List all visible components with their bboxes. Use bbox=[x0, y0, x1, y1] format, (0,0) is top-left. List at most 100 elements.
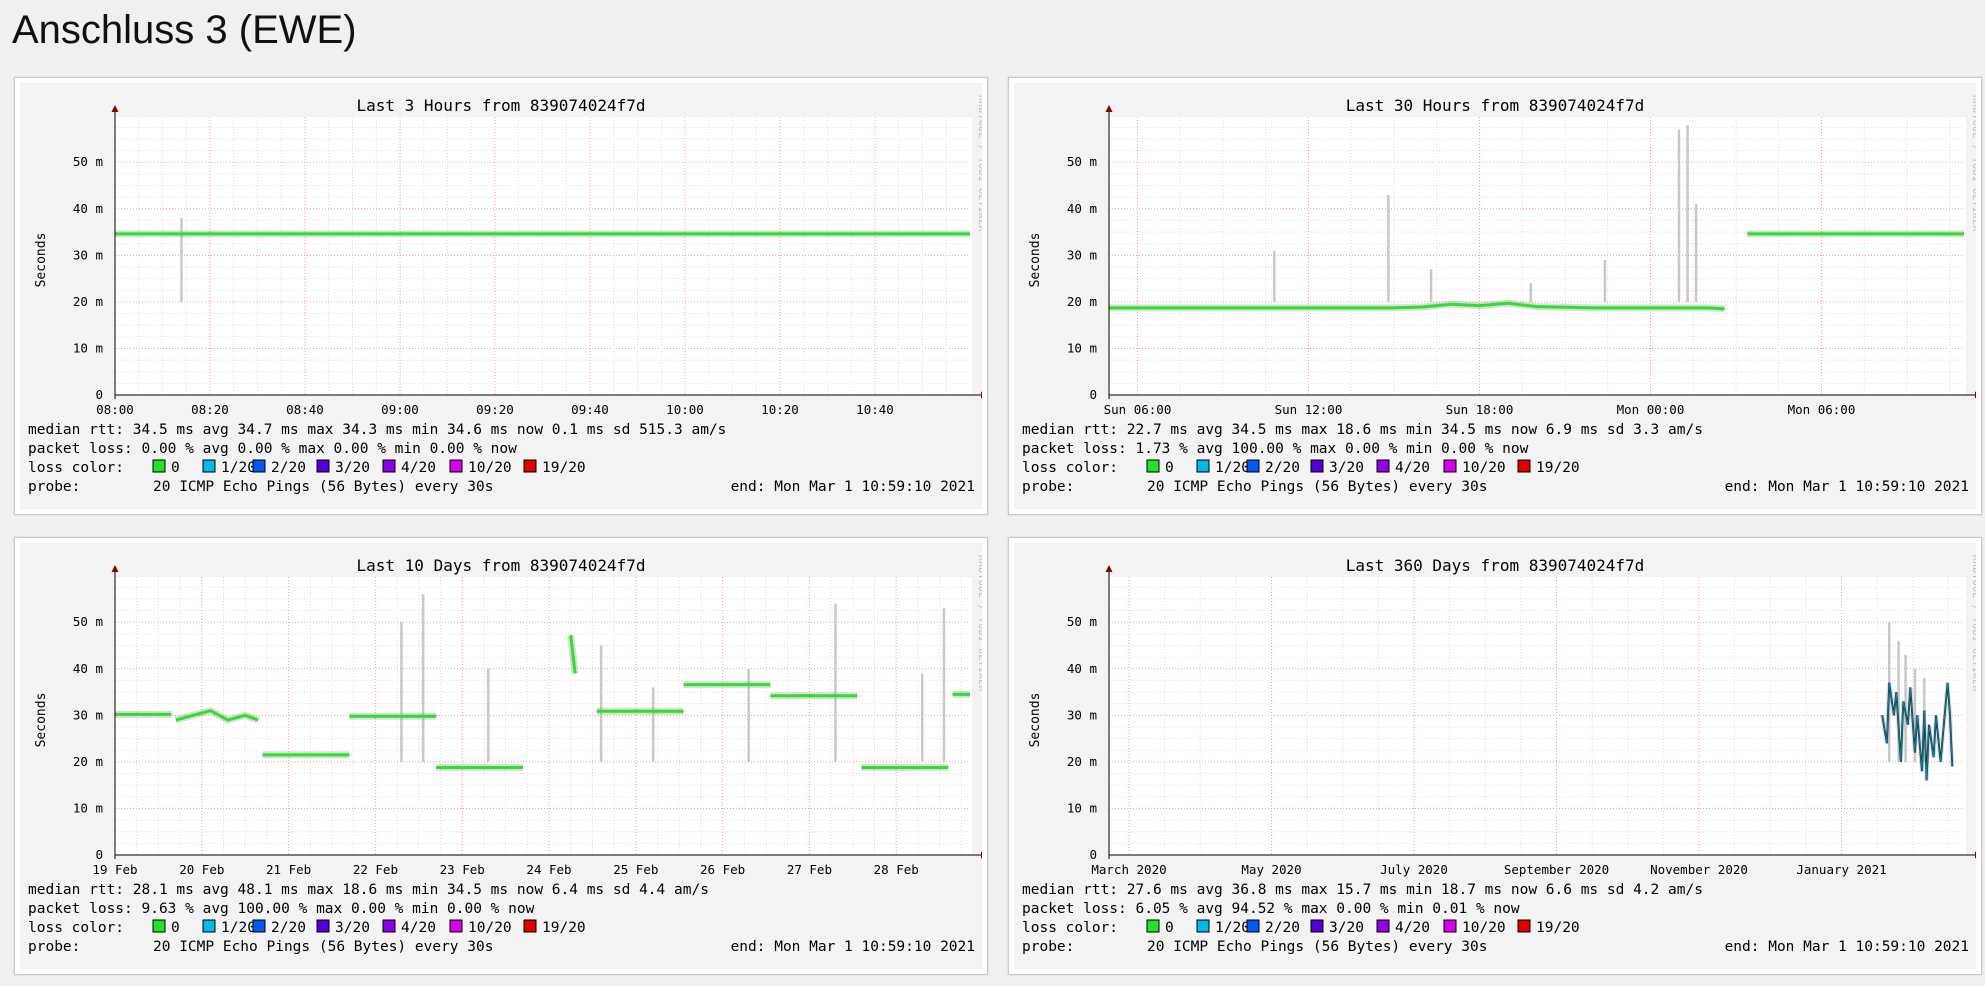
y-tick-label: 20 m bbox=[1067, 294, 1097, 309]
legend-packet-loss: packet loss: 9.63 % avg 100.00 % max 0.0… bbox=[28, 901, 535, 917]
y-tick-label: 20 m bbox=[1067, 754, 1097, 769]
loss-color-swatch bbox=[1196, 919, 1210, 933]
probe-text: 20 ICMP Echo Pings (56 Bytes) every 30s bbox=[153, 479, 493, 495]
loss-color-label: loss color: bbox=[28, 460, 124, 476]
x-tick-label: Sun 06:00 bbox=[1104, 402, 1172, 417]
loss-color-entry: 10/20 bbox=[468, 920, 512, 936]
chart-svg: 0 10 m 20 m 30 m 40 m 50 m March 2020 May 2020 J… bbox=[1014, 543, 1976, 969]
end-time: end: Mon Mar 1 10:59:10 2021 bbox=[731, 479, 975, 495]
x-tick-label: January 2021 bbox=[1796, 862, 1886, 877]
probe-label: probe: bbox=[28, 939, 80, 955]
chart-title: Last 3 Hours from 839074024f7d bbox=[357, 96, 646, 115]
x-tick-label: November 2020 bbox=[1650, 862, 1748, 877]
loss-color-swatch bbox=[152, 919, 166, 933]
y-tick-label: 30 m bbox=[73, 247, 103, 262]
plot-area bbox=[115, 117, 972, 395]
loss-color-label: loss color: bbox=[28, 920, 124, 936]
x-tick-label: 27 Feb bbox=[787, 862, 832, 877]
loss-color-swatch bbox=[1443, 919, 1457, 933]
end-time: end: Mon Mar 1 10:59:10 2021 bbox=[731, 939, 975, 955]
plot-area bbox=[1109, 117, 1966, 395]
loss-color-entry: 19/20 bbox=[542, 920, 586, 936]
chart-svg: 0 10 m 20 m 30 m 40 m 50 m 19 Feb 20 Feb 21 Feb 2… bbox=[20, 543, 982, 969]
chart-panel-30-hours[interactable]: 0 10 m 20 m 30 m 40 m 50 m Sun 06:00 Sun 12:00 S… bbox=[1008, 77, 1982, 515]
loss-color-swatch bbox=[1376, 919, 1390, 933]
loss-color-entry: 3/20 bbox=[1329, 460, 1364, 476]
loss-color-entry: 1/20 bbox=[221, 920, 256, 936]
y-tick-label: 0 bbox=[1089, 387, 1097, 402]
loss-color-entry: 0 bbox=[1165, 460, 1174, 476]
loss-color-entry: 0 bbox=[171, 920, 180, 936]
x-tick-label: Sun 18:00 bbox=[1446, 402, 1514, 417]
loss-color-swatch bbox=[252, 919, 266, 933]
y-axis-label: Seconds bbox=[34, 693, 49, 748]
plot-area bbox=[1109, 577, 1966, 855]
loss-color-entry: 1/20 bbox=[1215, 460, 1250, 476]
x-tick-label: 10:40 bbox=[856, 402, 894, 417]
y-tick-label: 50 m bbox=[1067, 614, 1097, 629]
chart-panel-360-days[interactable]: 0 10 m 20 m 30 m 40 m 50 m March 2020 May 2020 J… bbox=[1008, 537, 1982, 975]
x-tick-label: March 2020 bbox=[1091, 862, 1166, 877]
loss-color-label: loss color: bbox=[1022, 460, 1118, 476]
x-axis-arrow bbox=[1975, 391, 1976, 399]
loss-color-entry: 0 bbox=[1165, 920, 1174, 936]
loss-color-swatch bbox=[1517, 459, 1531, 473]
chart-svg: 0 10 m 20 m 30 m 40 m 50 m Sun 06:00 Sun 12:00 S… bbox=[1014, 83, 1976, 509]
x-tick-label: Mon 00:00 bbox=[1617, 402, 1685, 417]
loss-color-entry: 4/20 bbox=[401, 920, 436, 936]
loss-color-entry: 19/20 bbox=[1536, 920, 1580, 936]
page-title: Anschluss 3 (EWE) bbox=[12, 8, 357, 52]
loss-color-entry: 0 bbox=[171, 460, 180, 476]
y-tick-label: 40 m bbox=[73, 201, 103, 216]
median-rtt-line bbox=[569, 635, 577, 674]
loss-color-swatch bbox=[1310, 459, 1324, 473]
legend-packet-loss: packet loss: 0.00 % avg 0.00 % max 0.00 … bbox=[28, 441, 517, 457]
rrdtool-watermark: RRDTOOL / TOBI OETIKER bbox=[976, 555, 982, 692]
loss-color-swatch bbox=[523, 919, 537, 933]
loss-color-entry: 1/20 bbox=[221, 460, 256, 476]
x-tick-label: 26 Feb bbox=[700, 862, 745, 877]
chart-panel-10-days[interactable]: 0 10 m 20 m 30 m 40 m 50 m 19 Feb 20 Feb 21 Feb 2… bbox=[14, 537, 988, 975]
y-tick-label: 10 m bbox=[73, 340, 103, 355]
rrdtool-watermark: RRDTOOL / TOBI OETIKER bbox=[1970, 95, 1976, 232]
y-axis-arrow bbox=[111, 105, 119, 112]
legend-median-rtt: median rtt: 22.7 ms avg 34.5 ms max 18.6… bbox=[1022, 422, 1703, 438]
loss-color-entry: 3/20 bbox=[335, 920, 370, 936]
end-time: end: Mon Mar 1 10:59:10 2021 bbox=[1725, 939, 1969, 955]
loss-color-entry: 1/20 bbox=[1215, 920, 1250, 936]
x-tick-label: Sun 12:00 bbox=[1275, 402, 1343, 417]
y-tick-label: 10 m bbox=[1067, 340, 1097, 355]
x-axis-arrow bbox=[981, 391, 982, 399]
loss-color-entry: 3/20 bbox=[335, 460, 370, 476]
loss-color-swatch bbox=[1196, 459, 1210, 473]
loss-color-entry: 10/20 bbox=[468, 460, 512, 476]
loss-color-swatch bbox=[1376, 459, 1390, 473]
x-tick-label: 20 Feb bbox=[179, 862, 224, 877]
loss-color-swatch bbox=[382, 459, 396, 473]
x-tick-label: 21 Feb bbox=[266, 862, 311, 877]
loss-color-swatch bbox=[1146, 459, 1160, 473]
loss-color-swatch bbox=[449, 459, 463, 473]
loss-color-entry: 10/20 bbox=[1462, 920, 1506, 936]
y-axis-label: Seconds bbox=[1028, 233, 1043, 288]
loss-color-entry: 10/20 bbox=[1462, 460, 1506, 476]
loss-color-swatch bbox=[523, 459, 537, 473]
x-tick-label: 09:20 bbox=[476, 402, 514, 417]
loss-color-swatch bbox=[1146, 919, 1160, 933]
loss-color-swatch bbox=[1517, 919, 1531, 933]
loss-color-label: loss color: bbox=[1022, 920, 1118, 936]
y-tick-label: 40 m bbox=[73, 661, 103, 676]
x-tick-label: 10:00 bbox=[666, 402, 704, 417]
loss-color-swatch bbox=[449, 919, 463, 933]
x-tick-label: Mon 06:00 bbox=[1788, 402, 1856, 417]
y-axis-label: Seconds bbox=[1028, 693, 1043, 748]
loss-color-swatch bbox=[202, 459, 216, 473]
chart-panel-3-hours[interactable]: 0 10 m 20 m 30 m 40 m 50 m 08:00 08:20 08:40 09:0… bbox=[14, 77, 988, 515]
x-axis-arrow bbox=[1975, 851, 1976, 859]
loss-color-entry: 2/20 bbox=[271, 460, 306, 476]
chart-svg: 0 10 m 20 m 30 m 40 m 50 m 08:00 08:20 08:40 09:0… bbox=[20, 83, 982, 509]
loss-color-entry: 4/20 bbox=[1395, 460, 1430, 476]
x-tick-label: 25 Feb bbox=[613, 862, 658, 877]
probe-label: probe: bbox=[28, 479, 80, 495]
x-tick-label: 08:40 bbox=[286, 402, 324, 417]
